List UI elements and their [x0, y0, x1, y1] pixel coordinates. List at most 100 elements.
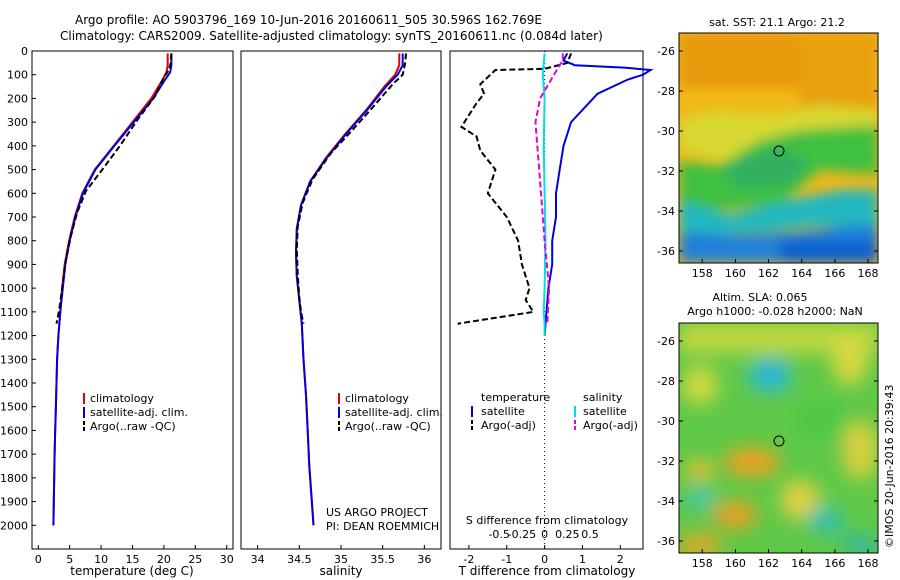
lon-tick-label: 164 — [791, 557, 812, 570]
depth-tick-label: 1300 — [0, 353, 28, 366]
legend-s-argo: Argo(-adj) — [583, 419, 638, 432]
project-label: US ARGO PROJECT — [326, 506, 428, 519]
depth-tick-label: 200 — [7, 92, 28, 105]
legend-satellite-adj: satellite-adj. clim. — [90, 406, 188, 419]
depth-tick-label: 500 — [7, 164, 28, 177]
credit-label: ©IMOS 20-Jun-2016 20:39:43 — [883, 384, 896, 548]
depth-tick-label: 1000 — [0, 282, 28, 295]
x-tick-label: 15 — [126, 553, 140, 566]
temperature-axis-label: temperature (deg C) — [70, 564, 193, 578]
header-line1: Argo profile: AO 5903796_169 10-Jun-2016… — [75, 13, 542, 27]
lon-tick-label: 160 — [725, 267, 746, 280]
lat-tick-label: -34 — [657, 205, 675, 218]
legend-satellite-adj-sal: satellite-adj. clim. — [345, 406, 443, 419]
x-tick-label: 0 — [35, 553, 42, 566]
depth-tick-label: 1800 — [0, 472, 28, 485]
depth-tick-label: 1100 — [0, 306, 28, 319]
x-tick-label: 34 — [251, 553, 265, 566]
legend-argo-sal: Argo(..raw -QC) — [345, 420, 431, 433]
sla-map-title2: Argo h1000: -0.028 h2000: NaN — [687, 305, 863, 318]
lat-tick-label: -26 — [657, 335, 675, 348]
depth-tick-label: 700 — [7, 211, 28, 224]
legend-temperature-title: temperature — [481, 391, 550, 404]
x-tick-label: -2 — [463, 553, 474, 566]
argo-location-marker — [773, 145, 785, 157]
salinity-panel-frame — [240, 50, 442, 550]
x-tick-label: 35.5 — [370, 553, 395, 566]
x-tick-label: 10 — [94, 553, 108, 566]
depth-tick-label: 1200 — [0, 330, 28, 343]
difference-panel-frame — [449, 50, 644, 550]
s-diff-tick-label: -0.25 — [508, 528, 536, 541]
lat-tick-label: -30 — [657, 125, 675, 138]
series-line-climatology — [294, 53, 401, 526]
lon-tick-label: 168 — [858, 267, 879, 280]
legend-t-argo: Argo(-adj) — [481, 419, 536, 432]
lat-tick-label: -34 — [657, 495, 675, 508]
series-line-argo-raw-qc- — [55, 53, 173, 324]
sst-map-axes: 158 160 162 164 166 168 -26 -28 -30 -32 -34 -36 — [657, 45, 879, 280]
depth-tick-label: 1600 — [0, 424, 28, 437]
lat-tick-label: -36 — [657, 535, 675, 548]
header-line2: Climatology: CARS2009. Satellite-adjuste… — [60, 29, 603, 43]
depth-tick-label: 1500 — [0, 401, 28, 414]
temperature-chart: 0100200300400500600700800900100011001200… — [0, 45, 234, 566]
x-tick-label: 5 — [66, 553, 73, 566]
lat-tick-label: -30 — [657, 415, 675, 428]
x-tick-label: 20 — [157, 553, 171, 566]
s-diff-tick-label: 0.25 — [555, 528, 580, 541]
x-tick-label: 34.5 — [287, 553, 312, 566]
t-difference-axis-label: T difference from climatology — [458, 564, 636, 578]
s-diff-tick-label: -0.5 — [488, 528, 509, 541]
temperature-legend: climatology satellite-adj. clim. Argo(..… — [83, 392, 188, 433]
lon-tick-label: 162 — [758, 267, 779, 280]
lat-tick-label: -36 — [657, 245, 675, 258]
x-tick-label: 30 — [220, 553, 234, 566]
sst-map-image — [679, 33, 878, 263]
x-tick-label: 25 — [188, 553, 202, 566]
x-tick-label: 2 — [617, 553, 624, 566]
lon-tick-label: 162 — [758, 557, 779, 570]
lon-tick-label: 160 — [725, 557, 746, 570]
depth-tick-label: 400 — [7, 140, 28, 153]
series-line-satellite-adj-clim- — [294, 53, 404, 526]
sla-map-image — [679, 323, 878, 553]
sst-map-frame — [678, 32, 879, 264]
series-line-satellite-adj-clim- — [52, 53, 173, 526]
series-line-argo-raw-qc- — [295, 53, 407, 324]
depth-tick-label: 0 — [21, 45, 28, 58]
depth-tick-label: 1900 — [0, 496, 28, 509]
sla-map-axes: 158 160 162 164 166 168 -26 -28 -30 -32 -34 -36 — [657, 335, 879, 570]
depth-tick-label: 600 — [7, 187, 28, 200]
lat-tick-label: -28 — [657, 85, 675, 98]
lon-tick-label: 158 — [692, 557, 713, 570]
x-tick-label: 1 — [579, 553, 586, 566]
legend-t-satellite: satellite — [481, 405, 525, 418]
lon-tick-label: 166 — [824, 557, 845, 570]
lon-tick-label: 166 — [824, 267, 845, 280]
series-line-salinity-argo-adj- — [534, 53, 564, 324]
salinity-axis-label: salinity — [319, 564, 362, 578]
series-line-temperature-satellite — [543, 52, 654, 336]
legend-salinity-title: salinity — [583, 391, 623, 404]
legend-climatology-sal: climatology — [345, 392, 409, 405]
legend-s-satellite: satellite — [583, 405, 627, 418]
s-diff-tick-label: 0.5 — [581, 528, 599, 541]
depth-tick-label: 800 — [7, 235, 28, 248]
argo-location-marker-sla — [773, 435, 785, 447]
depth-tick-label: 300 — [7, 116, 28, 129]
sst-map-title: sat. SST: 21.1 Argo: 21.2 — [709, 16, 845, 29]
depth-tick-label: 100 — [7, 69, 28, 82]
x-tick-label: 35 — [334, 553, 348, 566]
lon-tick-label: 158 — [692, 267, 713, 280]
x-tick-label: 0 — [541, 553, 548, 566]
lon-tick-label: 168 — [858, 557, 879, 570]
s-diff-tick-label: 0 — [541, 528, 548, 541]
lon-tick-label: 164 — [791, 267, 812, 280]
sla-map-title1: Altim. SLA: 0.065 — [712, 291, 807, 304]
x-tick-label: 36 — [417, 553, 431, 566]
lat-tick-label: -28 — [657, 375, 675, 388]
depth-tick-label: 1400 — [0, 377, 28, 390]
legend-climatology: climatology — [90, 392, 154, 405]
